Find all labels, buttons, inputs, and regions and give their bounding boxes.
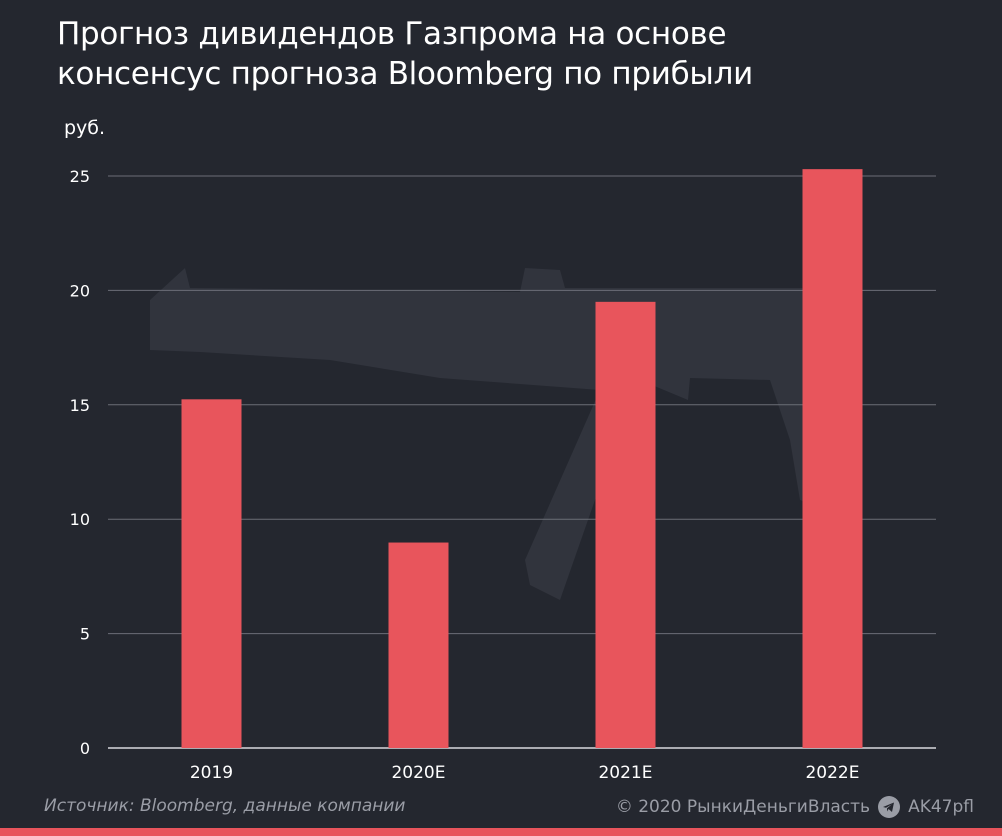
y-tick-label: 15: [70, 396, 90, 415]
bottom-accent-bar: [0, 828, 1002, 836]
bars: [181, 169, 863, 749]
rifle-watermark-icon: [150, 268, 860, 600]
y-tick-label: 5: [80, 625, 90, 644]
source-note: Источник: Bloomberg, данные компании: [44, 796, 406, 816]
footer-credits: © 2020 РынкиДеньгиВласть AK47pfl: [616, 796, 974, 818]
x-tick-label-2019: 2019: [190, 763, 233, 783]
bar-2022e: [802, 169, 863, 749]
x-tick-label-2022e: 2022E: [805, 763, 859, 783]
y-axis-unit-label: руб.: [64, 117, 106, 139]
x-tick-label-2020e: 2020E: [391, 763, 445, 783]
x-axis-ticks: 2019 2020E 2021E 2022E: [190, 763, 860, 783]
y-tick-label: 10: [70, 510, 90, 529]
chart-title: Прогноз дивидендов Газпрома на основе ко…: [57, 14, 957, 94]
bar-2019: [181, 399, 242, 748]
x-tick-label-2021e: 2021E: [598, 763, 652, 783]
telegram-icon[interactable]: [878, 796, 901, 818]
bar-2020e: [388, 542, 449, 748]
y-axis-ticks: 0 5 10 15 20 25: [70, 167, 90, 758]
telegram-handle[interactable]: AK47pfl: [908, 797, 974, 817]
chart-title-line-1: Прогноз дивидендов Газпрома на основе: [57, 16, 727, 52]
chart-title-line-2: консенсус прогноза Bloomberg по прибыли: [57, 56, 753, 92]
y-tick-label: 0: [80, 739, 90, 758]
y-tick-label: 20: [70, 281, 90, 300]
grid-lines: [108, 175, 936, 749]
y-tick-label: 25: [70, 167, 90, 186]
copyright-text: © 2020 РынкиДеньгиВласть: [615, 797, 871, 817]
bar-2021e: [595, 301, 656, 748]
